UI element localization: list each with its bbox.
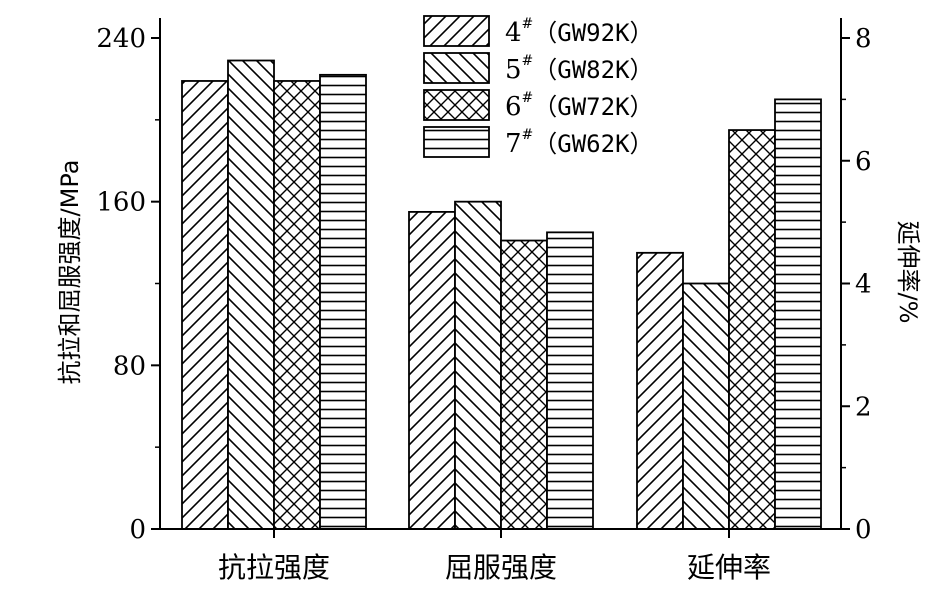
y-left-tick-label: 240 [96,24,146,54]
bar-6-cat-1 [500,239,548,530]
axes-group: 0 80 160 240 0 2 4 6 8 抗拉强度 屈服强度 延伸率 [96,18,872,584]
y-right-tick-label: 0 [855,515,872,545]
legend-label: 5#（GW82K） [505,53,654,85]
y-left-tick-label: 80 [113,351,146,381]
bar-4-cat-1 [408,210,456,530]
legend: 4#（GW92K） 5#（GW82K） 6#（GW72K） 7#（GW62K） [423,15,654,159]
bars-group [181,59,822,530]
legend-swatch [423,126,490,158]
y-right-tick-label: 2 [855,392,872,422]
legend-label: 4#（GW92K） [505,16,654,48]
bar-5-cat-1 [454,200,502,530]
x-category-label: 屈服强度 [445,551,557,584]
bar-6-cat-2 [728,129,776,530]
legend-label: 7#（GW62K） [505,127,654,159]
x-category-label: 抗拉强度 [218,551,330,584]
bar-6-cat-0 [273,80,321,530]
bar-7-cat-2 [774,98,822,530]
legend-swatch [423,89,490,121]
legend-swatch [423,52,490,84]
x-category-label: 延伸率 [687,551,771,584]
legend-swatch [423,15,490,47]
bar-5-cat-2 [682,282,730,530]
y-right-axis-title: 延伸率/% [894,221,922,324]
y-right-tick-label: 8 [855,24,872,54]
bar-5-cat-0 [227,59,275,530]
legend-label: 6#（GW72K） [505,90,654,122]
y-left-tick-label: 160 [96,188,146,218]
y-left-axis-title: 抗拉和屈服强度/MPa [56,160,84,385]
bar-4-cat-0 [181,80,229,530]
bar-7-cat-0 [319,73,367,530]
y-right-tick-label: 4 [855,270,872,300]
y-left-tick-label: 0 [129,515,146,545]
y-right-tick-label: 6 [855,147,872,177]
bar-7-cat-1 [546,231,594,530]
bar-4-cat-2 [636,251,684,530]
